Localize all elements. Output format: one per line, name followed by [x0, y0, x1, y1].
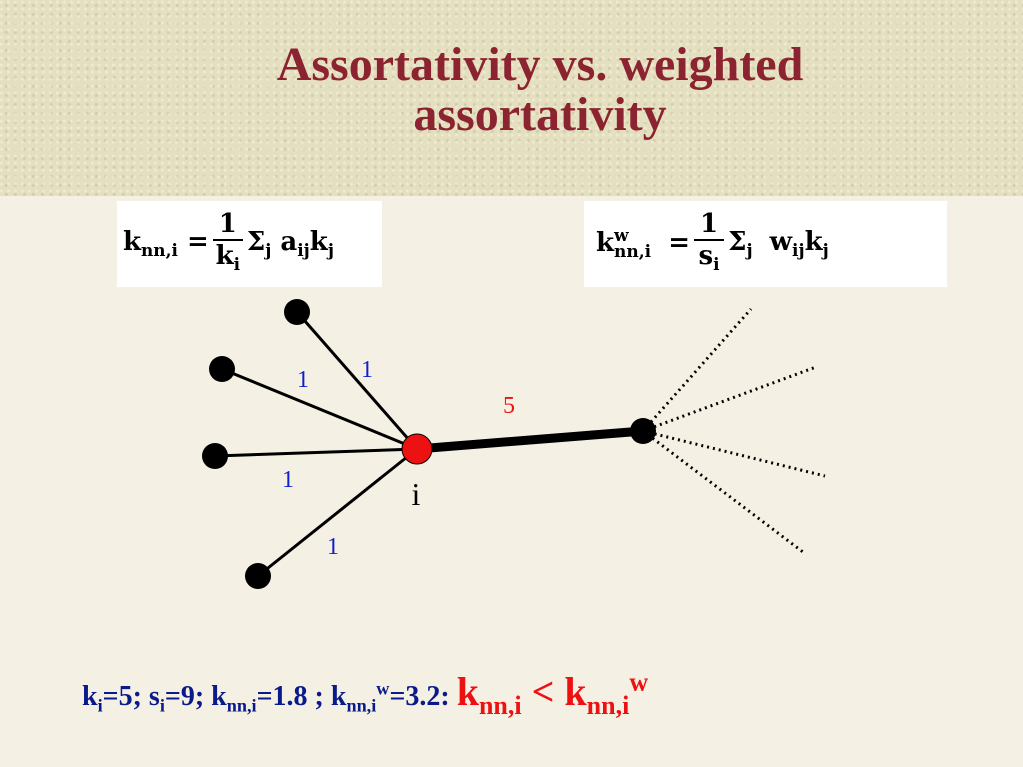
edge-label-4: 1	[327, 534, 339, 560]
summary-knnw-sub: nn,i	[346, 695, 377, 716]
summary-s: s	[148, 681, 160, 713]
neighbor-node-3	[202, 443, 228, 469]
summary-statement: ki=5; si=9; knn,i=1.8 ; knn,iw=3.2: knn,…	[82, 668, 962, 728]
formula2-fraction: 1 si	[693, 209, 725, 279]
formula2-sum-sub: j	[746, 240, 753, 261]
neighbor-node-2	[209, 356, 235, 382]
formula2-den-sub: i	[713, 254, 720, 275]
edge-1	[295, 311, 419, 450]
formula2-num: 1	[693, 209, 725, 241]
hub-node	[630, 418, 656, 444]
inequality-right-sub: nn,i	[586, 691, 630, 721]
formula1-fraction: 1 ki	[212, 209, 243, 279]
formula1-term2-sub: j	[327, 240, 334, 261]
dotted-edge-2	[642, 365, 817, 433]
inequality-right-sup: w	[629, 668, 649, 697]
edge-2	[221, 367, 418, 451]
formula1-den: k	[215, 240, 234, 271]
formula1-sum-sub: j	[265, 240, 272, 261]
dotted-edge-1	[641, 308, 753, 432]
summary-knnw-sup: w	[376, 679, 390, 699]
summary-knn-val: =1.8 ;	[256, 681, 331, 713]
formula1-lhs: k	[123, 227, 142, 258]
formula2-lhs: k	[596, 228, 615, 258]
formula2-term: w	[769, 227, 793, 258]
formula2-term2: k	[804, 227, 823, 258]
neighbor-node-4	[245, 563, 271, 589]
summary-s-val: =9;	[164, 681, 212, 713]
formula1-eq: =	[186, 227, 209, 258]
center-node-i	[401, 433, 433, 465]
edge-heavy	[416, 426, 644, 454]
inequality-left: k	[456, 669, 479, 715]
inequality-right: k	[564, 669, 587, 715]
edge-3	[214, 447, 418, 458]
summary-knnw: k	[330, 681, 347, 713]
title-line-2: assortativity	[413, 88, 667, 141]
summary-knn-sub: nn,i	[226, 695, 257, 716]
formula1-den-sub: i	[233, 254, 240, 275]
summary-knn: k	[211, 681, 227, 713]
formula2-term2-sub: j	[822, 240, 829, 261]
slide-title: Assortativity vs. weighted assortativity	[180, 40, 900, 140]
formula2-eq: =	[668, 228, 690, 258]
formula1-term-sub: ij	[297, 240, 310, 261]
formula1-num: 1	[212, 209, 243, 241]
formula1-lhs-sub: nn,i	[141, 240, 178, 261]
formula2-term-sub: ij	[792, 240, 805, 261]
edge-label-heavy: 5	[503, 393, 515, 419]
summary-s-sub: i	[159, 695, 165, 716]
edge-label-1: 1	[361, 357, 373, 383]
formula2-lhs-sup: w	[614, 226, 629, 246]
formula1-term: a	[280, 227, 298, 258]
summary-k-sub: i	[97, 695, 103, 716]
summary-k-val: =5;	[102, 681, 149, 713]
formula2-sum: Σ	[728, 227, 747, 258]
edge-4	[257, 447, 418, 578]
edge-label-3: 1	[282, 467, 294, 493]
formula1-sum: Σ	[246, 227, 266, 258]
formula-weighted: k w nn,i = 1 si Σj wijkj	[584, 201, 947, 287]
formula-unweighted: knn,i = 1 ki Σj aijkj	[117, 201, 382, 287]
title-line-1: Assortativity vs. weighted	[276, 38, 804, 91]
summary-knnw-val: =3.2:	[389, 681, 457, 713]
inequality-left-sub: nn,i	[478, 691, 522, 721]
dotted-edge-4	[642, 429, 804, 554]
header-band	[0, 0, 1023, 196]
formula2-den: s	[698, 240, 714, 271]
dotted-edge-3	[642, 429, 826, 478]
formula2-lhs-sub: nn,i	[614, 242, 652, 262]
neighbor-node-1	[284, 299, 310, 325]
formula1-term2: k	[309, 227, 328, 258]
summary-k: k	[82, 681, 98, 713]
edge-label-2: 1	[297, 367, 309, 393]
inequality-operator: <	[521, 669, 565, 715]
node-label-i: i	[412, 476, 421, 512]
